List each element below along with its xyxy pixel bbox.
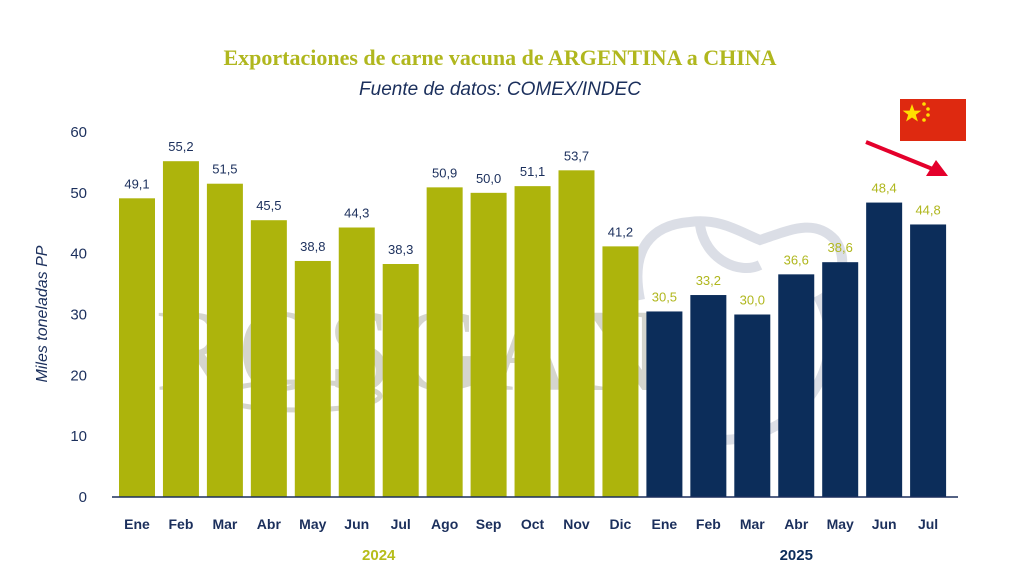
bar bbox=[119, 198, 155, 497]
x-tick-label: Jul bbox=[918, 516, 938, 532]
bar bbox=[514, 186, 551, 497]
data-label: 50,0 bbox=[476, 171, 501, 186]
data-labels: 49,1 55,2 51,5 45,5 38,8 44,3 38,3 50,9 50,0 51,1… bbox=[124, 139, 940, 307]
bar bbox=[294, 260, 331, 497]
x-tick-label: Feb bbox=[696, 516, 721, 532]
y-axis-label: Miles toneladas PP bbox=[34, 245, 51, 382]
bar bbox=[866, 202, 903, 498]
bar bbox=[558, 170, 595, 497]
y-tick-label: 60 bbox=[70, 124, 87, 141]
x-tick-label: Oct bbox=[521, 516, 545, 532]
data-label: 50,9 bbox=[432, 165, 457, 180]
data-label: 51,5 bbox=[212, 162, 237, 177]
y-tick-label: 40 bbox=[70, 246, 87, 263]
data-label: 49,1 bbox=[124, 176, 149, 191]
bar bbox=[426, 187, 463, 497]
data-label: 51,1 bbox=[520, 164, 545, 179]
year-group-label: 2025 bbox=[780, 547, 813, 564]
y-tick-label: 20 bbox=[70, 367, 87, 384]
year-group-label: 2024 bbox=[362, 547, 396, 564]
y-tick-label: 0 bbox=[79, 489, 87, 506]
bar bbox=[734, 314, 771, 497]
down-right-arrow-icon bbox=[865, 140, 948, 176]
x-tick-label: May bbox=[299, 516, 326, 532]
data-label: 38,6 bbox=[828, 240, 853, 255]
flag-small-star bbox=[922, 118, 926, 122]
bar bbox=[162, 161, 199, 497]
bar bbox=[690, 295, 727, 497]
chart-title: Exportaciones de carne vacuna de ARGENTI… bbox=[223, 45, 776, 70]
x-tick-label: Abr bbox=[784, 516, 809, 532]
flag-big-star bbox=[902, 104, 922, 122]
y-tick-label: 50 bbox=[70, 185, 87, 202]
flag-small-star bbox=[926, 113, 930, 117]
x-tick-label: Dic bbox=[610, 516, 632, 532]
bars bbox=[119, 161, 947, 498]
x-axis-ticks: Ene Feb Mar Abr May Jun Jul Ago Sep Oct Nov Dic Ene F… bbox=[124, 516, 938, 532]
x-tick-label: Mar bbox=[212, 516, 237, 532]
x-tick-label: Jul bbox=[391, 516, 411, 532]
bar bbox=[822, 262, 859, 497]
y-tick-label: 10 bbox=[70, 428, 87, 445]
data-label: 38,8 bbox=[300, 239, 325, 254]
x-tick-label: Feb bbox=[169, 516, 194, 532]
bull-head-watermark-icon bbox=[632, 216, 848, 445]
data-label: 33,2 bbox=[696, 273, 721, 288]
data-label: 48,4 bbox=[871, 181, 896, 196]
data-label: 45,5 bbox=[256, 198, 281, 213]
bar bbox=[382, 264, 419, 497]
x-tick-label: Abr bbox=[257, 516, 282, 532]
bar bbox=[602, 246, 639, 497]
x-tick-label: Ene bbox=[124, 516, 150, 532]
x-tick-label: Mar bbox=[740, 516, 765, 532]
y-tick-label: 30 bbox=[70, 307, 87, 324]
x-tick-label: Jun bbox=[344, 516, 369, 532]
bar bbox=[470, 192, 507, 498]
bar bbox=[778, 274, 815, 497]
chart-subtitle: Fuente de datos: COMEX/INDEC bbox=[359, 79, 641, 100]
x-tick-label: Jun bbox=[872, 516, 897, 532]
china-flag-icon bbox=[900, 99, 966, 141]
data-label: 55,2 bbox=[168, 139, 193, 154]
year-group-labels: 2024 2025 bbox=[362, 547, 813, 564]
bar bbox=[646, 311, 683, 497]
flag-small-star bbox=[926, 107, 930, 111]
data-label: 44,8 bbox=[915, 202, 940, 217]
data-label: 36,6 bbox=[784, 252, 809, 267]
flag-small-star bbox=[922, 102, 926, 106]
data-label: 44,3 bbox=[344, 206, 369, 221]
bar bbox=[250, 220, 287, 498]
x-tick-label: Ene bbox=[652, 516, 678, 532]
x-tick-label: Sep bbox=[476, 516, 502, 532]
y-axis-ticks: 0 10 20 30 40 50 60 bbox=[70, 124, 87, 506]
data-label: 38,3 bbox=[388, 242, 413, 257]
x-tick-label: May bbox=[827, 516, 854, 532]
bar bbox=[338, 227, 375, 497]
bar bbox=[206, 183, 243, 498]
data-label: 30,5 bbox=[652, 289, 677, 304]
data-label: 41,2 bbox=[608, 224, 633, 239]
data-label: 30,0 bbox=[740, 293, 765, 308]
data-label: 53,7 bbox=[564, 148, 589, 163]
bar bbox=[910, 224, 947, 497]
x-tick-label: Ago bbox=[431, 516, 458, 532]
x-tick-label: Nov bbox=[563, 516, 590, 532]
